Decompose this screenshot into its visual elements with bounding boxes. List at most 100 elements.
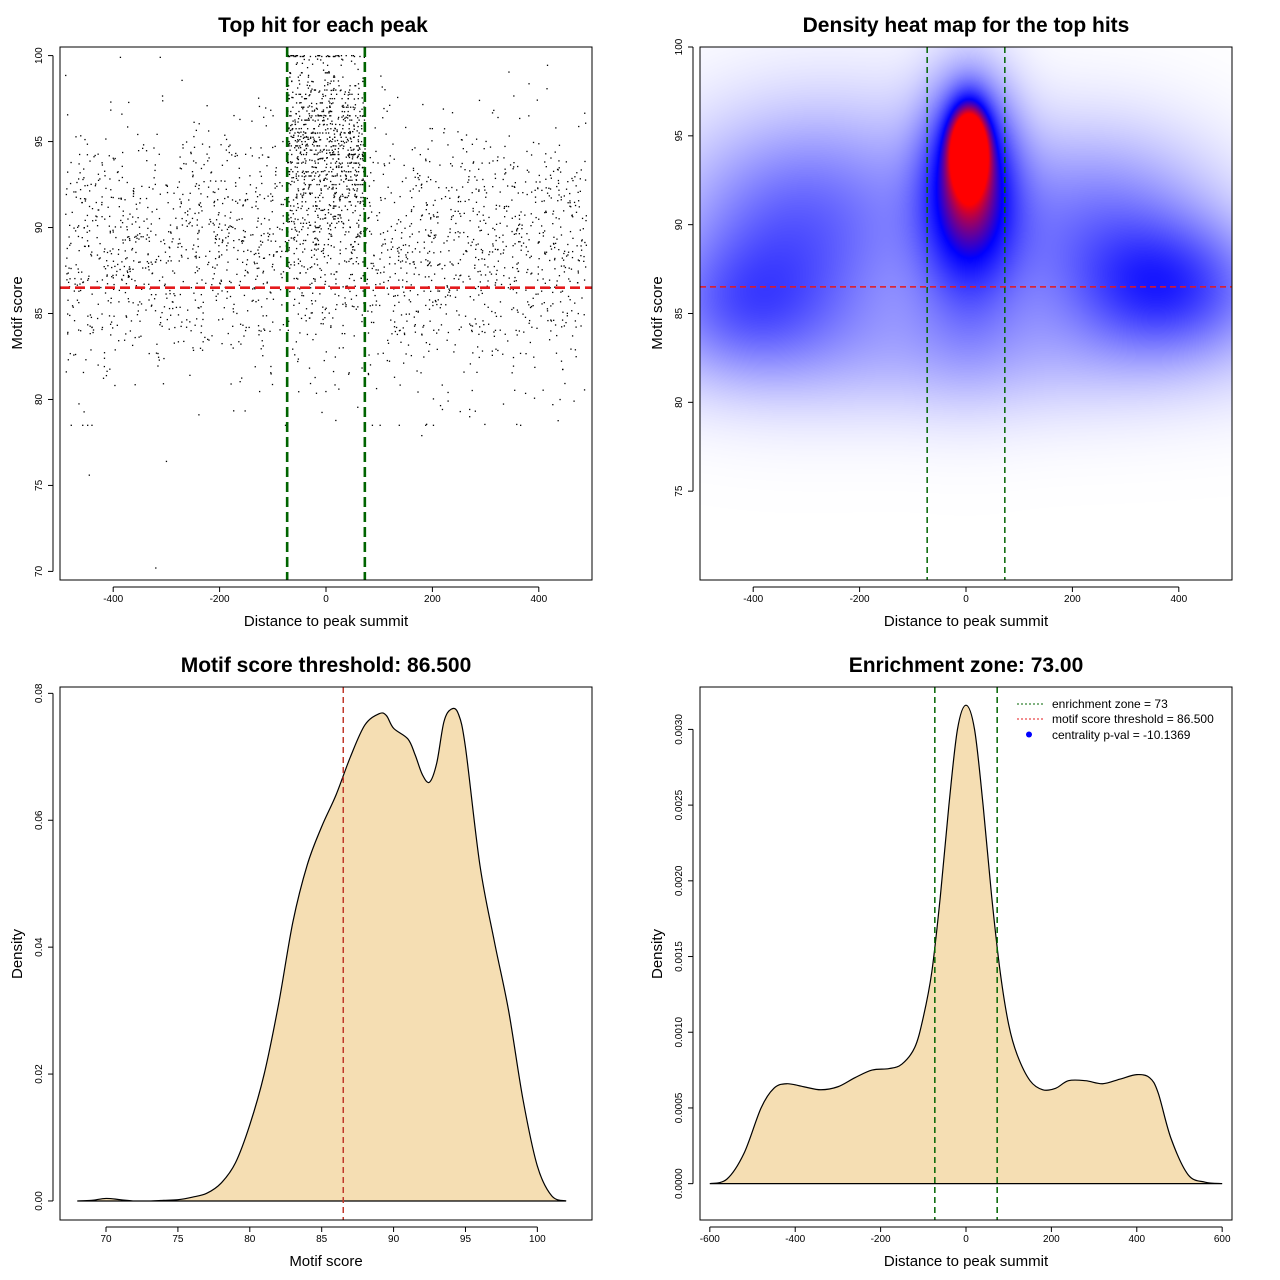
scatter-point: [570, 206, 572, 208]
scatter-point: [425, 342, 428, 344]
scatter-point: [437, 264, 439, 266]
scatter-point: [335, 278, 337, 280]
scatter-point: [380, 75, 382, 77]
distance-ticks: -600 -400 -200 0 200 400 6000.00000.00050.0010…: [674, 714, 1231, 1245]
scatter-point: [87, 278, 90, 280]
scatter-point: [150, 261, 152, 263]
scatter-point: [362, 155, 364, 157]
scatter-point: [333, 133, 336, 135]
scatter-point: [155, 567, 157, 569]
scatter-point: [106, 283, 109, 285]
scatter-point: [323, 179, 325, 181]
scatter-point: [583, 279, 586, 281]
scatter-point: [126, 236, 129, 238]
scatter-point: [125, 316, 128, 318]
scatter-point: [447, 391, 449, 394]
scatter-point: [163, 239, 165, 241]
scatter-point: [351, 54, 353, 57]
scatter-point: [314, 300, 317, 302]
scatter-point: [262, 257, 265, 260]
scatter-point: [229, 225, 231, 227]
scatter-point: [213, 231, 215, 233]
scatter-point: [339, 215, 341, 217]
scatter-point: [478, 99, 481, 102]
scatter-point: [141, 288, 143, 290]
scatter-point: [428, 350, 430, 352]
x-tick-label: 0: [963, 1234, 969, 1245]
scatter-point: [296, 157, 298, 159]
scatter-point: [332, 186, 334, 189]
scatter-point: [545, 210, 547, 212]
scatter-point: [88, 230, 91, 232]
scatter-point: [255, 201, 257, 203]
scatter-point: [189, 321, 191, 323]
scatter-point: [363, 119, 366, 121]
scatter-point: [577, 200, 580, 202]
scatter-point: [218, 226, 220, 228]
scatter-point: [307, 119, 309, 121]
scatter-point: [110, 109, 112, 111]
scatter-point: [375, 283, 377, 286]
scatter-point: [309, 192, 311, 194]
scatter-point: [550, 319, 552, 321]
scatter-point: [569, 202, 571, 204]
scatter-point: [150, 293, 153, 296]
scatter-point: [288, 55, 290, 58]
scatter-point: [323, 256, 326, 258]
scatter-point: [357, 233, 359, 235]
scatter-point: [354, 205, 357, 207]
scatter-point: [474, 264, 476, 266]
scatter-point: [308, 113, 310, 115]
scatter-point: [79, 197, 82, 200]
scatter-point: [505, 245, 507, 248]
scatter-point: [76, 181, 78, 184]
scatter-point: [92, 329, 95, 331]
scatter-point: [405, 254, 407, 256]
scatter-point: [67, 331, 69, 334]
scatter-point: [303, 188, 305, 190]
scatter-point: [90, 255, 93, 257]
scatter-point: [245, 326, 247, 329]
scatter-point: [238, 238, 240, 241]
scatter-point: [560, 226, 562, 228]
scatter-point: [317, 115, 320, 117]
scatter-point: [328, 285, 330, 287]
scatter-point: [177, 186, 179, 189]
scatter-point: [295, 177, 298, 180]
scatter-point: [357, 306, 359, 308]
scatter-point: [495, 235, 497, 237]
scatter-point: [333, 218, 335, 220]
scatter-point: [317, 171, 319, 173]
scatter-point: [338, 198, 341, 200]
scatter-point: [516, 228, 518, 230]
scatter-point: [265, 107, 267, 109]
scatter-point: [227, 235, 229, 238]
scatter-point: [268, 219, 270, 221]
scatter-point: [197, 238, 199, 240]
scatter-point: [126, 181, 128, 184]
scatter-point: [377, 219, 379, 221]
scatter-point: [538, 143, 540, 145]
scatter-point: [99, 257, 101, 259]
scatter-point: [294, 166, 296, 168]
scatter-point: [529, 306, 532, 309]
scatter-point: [478, 258, 480, 261]
scatter-point: [322, 323, 324, 325]
scatter-point: [382, 173, 385, 175]
scatter-point: [332, 216, 334, 218]
scatter-point: [354, 193, 356, 196]
scatter-point: [65, 371, 67, 373]
scatter-point: [406, 320, 408, 322]
scatter-point: [82, 281, 84, 284]
scatter-point: [483, 258, 486, 260]
scatter-point: [224, 180, 226, 182]
scatter-point: [546, 310, 549, 312]
scatter-point: [69, 352, 71, 355]
scatter-point: [97, 173, 100, 175]
scatter-point: [569, 299, 571, 301]
scatter-point: [411, 196, 413, 199]
scatter-point: [440, 303, 442, 306]
scatter-point: [82, 424, 84, 426]
scatter-point: [293, 239, 295, 241]
scatter-point: [227, 196, 229, 198]
